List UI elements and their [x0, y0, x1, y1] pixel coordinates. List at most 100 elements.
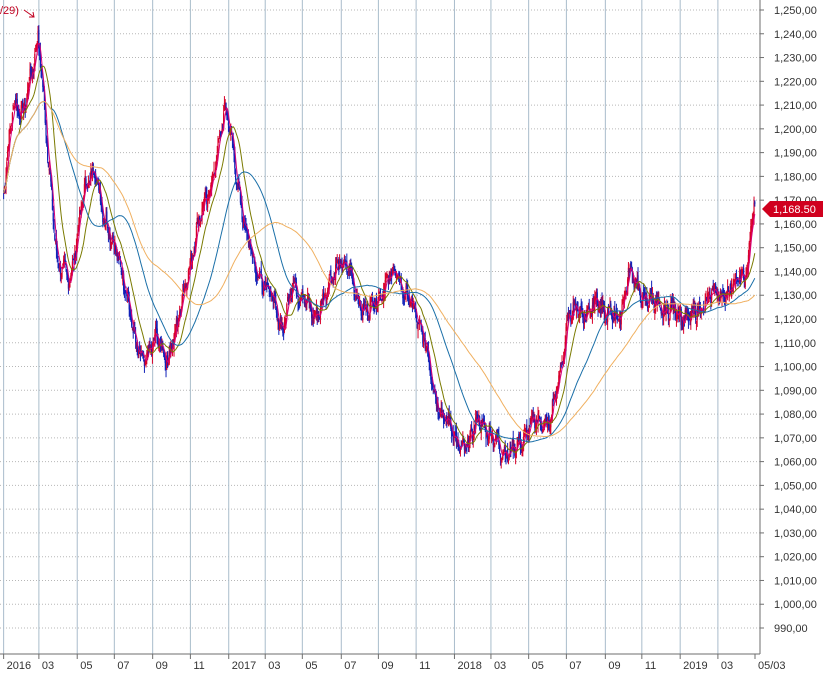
date-tick-label: 09 [156, 660, 168, 672]
candle-body [596, 292, 598, 303]
candle-body [441, 407, 443, 413]
candle-body [164, 352, 166, 363]
candle-body [471, 427, 473, 430]
candle-body [609, 304, 611, 306]
candle-body [567, 313, 570, 321]
candle-body [137, 349, 139, 358]
candle-body [258, 276, 260, 278]
candle-body [677, 308, 679, 317]
candle-body [391, 272, 394, 274]
candle-body [602, 302, 604, 307]
candle-body [77, 227, 79, 234]
price-tick-label: 1,230,00 [774, 53, 817, 65]
date-tick-label: 07 [569, 660, 581, 672]
candle-body [173, 334, 175, 351]
candle-body [695, 320, 698, 323]
candle-body [687, 312, 689, 315]
candle-body [641, 304, 643, 306]
candle-body [103, 222, 105, 225]
candle-body [383, 290, 386, 293]
candle-body [85, 179, 87, 184]
candle-body [31, 73, 33, 77]
peak-annotation-arrow [23, 9, 35, 18]
candle-body [64, 259, 66, 263]
candle-body [438, 416, 440, 418]
candle-body [678, 310, 680, 315]
candle-body [564, 342, 566, 354]
candle-body [565, 327, 567, 343]
candle-body [7, 146, 10, 148]
candle-body [431, 383, 434, 388]
candle-body [592, 302, 594, 307]
candle-body [733, 280, 735, 282]
candle-body [311, 315, 314, 322]
candle-body [692, 302, 694, 312]
price-tick-label: 1,130,00 [774, 290, 817, 302]
price-tick-label: 1,210,00 [774, 100, 817, 112]
candle-body [312, 312, 314, 324]
candle-body [222, 127, 224, 129]
candle-body [241, 202, 243, 220]
candle-body [239, 192, 242, 203]
candle-body [467, 438, 470, 448]
candle-body [719, 296, 721, 298]
candle-body [551, 415, 553, 420]
candle-body [746, 272, 748, 275]
candle-body [623, 299, 625, 301]
price-tick-label: 1,080,00 [774, 409, 817, 421]
candle-body [20, 105, 22, 119]
price-tick-label: 1,180,00 [774, 171, 817, 183]
candle-body [110, 240, 112, 246]
candle-body [43, 84, 45, 92]
candle-body [151, 345, 154, 356]
candle-body [579, 306, 582, 312]
candle-body [425, 344, 427, 353]
candle-body [354, 294, 356, 296]
candle-body [280, 316, 282, 328]
candle-body [276, 309, 278, 321]
candle-body [90, 171, 92, 181]
candle-body [330, 269, 332, 277]
candle-body [254, 260, 256, 266]
candle-body [88, 181, 90, 185]
candle-body [157, 340, 159, 346]
candle-body [75, 245, 78, 259]
candle-body [748, 242, 750, 256]
candle-body [752, 218, 754, 222]
date-tick-label: 11 [193, 660, 204, 672]
candle-body [267, 284, 270, 289]
candle-body [747, 268, 749, 274]
candle-body [443, 420, 446, 422]
candle-body [536, 419, 538, 423]
candle-body [161, 341, 163, 352]
candle-body [715, 284, 717, 292]
candle-body [307, 295, 309, 303]
candle-body [474, 427, 476, 429]
candle-body [55, 237, 58, 251]
candle-body [329, 271, 331, 275]
candle-body [101, 204, 103, 212]
candle-body [338, 260, 340, 271]
candle-body [379, 291, 381, 295]
candle-body [67, 283, 70, 289]
candle-body [235, 169, 237, 180]
candle-body [179, 310, 182, 312]
candle-body [499, 453, 502, 458]
candle-body [380, 299, 382, 301]
candle-body [182, 291, 184, 299]
candle-body [168, 351, 170, 364]
candle-body [371, 299, 374, 305]
candle-body [735, 273, 737, 283]
candle-body [537, 414, 539, 427]
candle-body [126, 292, 128, 297]
candle-body [695, 309, 697, 321]
candle-body [491, 435, 494, 437]
candle-body [42, 79, 44, 88]
candle-body [552, 398, 554, 402]
candle-body [323, 295, 326, 298]
candle-body [608, 306, 610, 308]
candle-body [505, 452, 507, 457]
candle-body [437, 402, 439, 415]
candle-body [339, 262, 341, 269]
price-axis-ticks: 990,00 1,000,00 1,010,00 1,020,00 1,030,00 1,… [760, 5, 817, 635]
